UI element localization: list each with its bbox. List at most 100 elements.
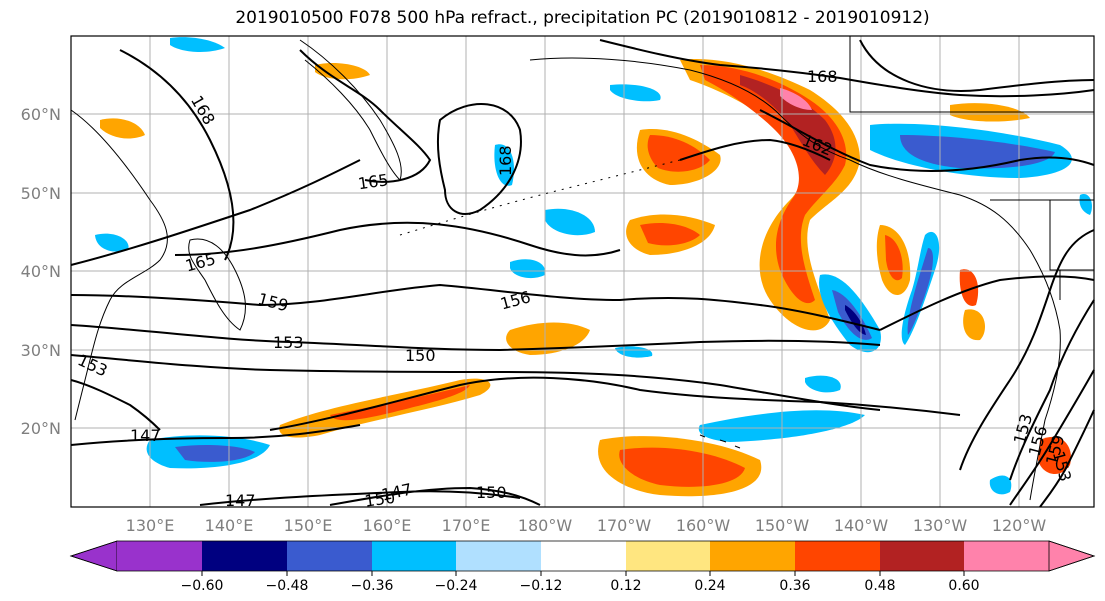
shade-blob-w-neg bbox=[95, 233, 129, 252]
colorbar-segment bbox=[456, 541, 541, 571]
shade-blob-se-neg bbox=[989, 475, 1012, 495]
lon-label: 160°W bbox=[676, 516, 731, 535]
latitude-labels: 60°N 50°N 40°N 30°N 20°N bbox=[21, 105, 61, 438]
contour-line bbox=[269, 376, 961, 431]
contour-line bbox=[70, 324, 881, 352]
contour-label: 150 bbox=[476, 483, 507, 502]
shade-blob-n-neg1 bbox=[170, 37, 225, 52]
contour-line bbox=[199, 490, 521, 506]
colorbar: −0.60 −0.48 −0.36 −0.24 −0.12 0.12 0.24 … bbox=[69, 540, 1096, 594]
colorbar-segment bbox=[372, 541, 456, 571]
colorbar-tick-label: 0.12 bbox=[610, 578, 641, 594]
colorbar-tick-label: −0.60 bbox=[181, 578, 224, 594]
contour-labels: 168 168 168 165 165 162 159 156 153 153 … bbox=[75, 67, 1075, 511]
contour-line bbox=[959, 229, 1095, 471]
colorbar-tick-label: 0.60 bbox=[948, 578, 979, 594]
contour-line bbox=[859, 39, 1095, 92]
colorbar-segment bbox=[880, 541, 964, 571]
contour-line bbox=[70, 379, 161, 431]
contour-line bbox=[70, 159, 361, 266]
shade-blob-n1 bbox=[315, 63, 370, 80]
contour-label: 168 bbox=[496, 145, 515, 176]
lat-label: 20°N bbox=[21, 419, 61, 438]
lat-label: 30°N bbox=[21, 341, 61, 360]
colorbar-outline bbox=[69, 540, 1096, 572]
lon-label: 130°W bbox=[913, 516, 968, 535]
coast-asia-mainland bbox=[70, 109, 168, 421]
contour-line bbox=[436, 103, 522, 215]
longitude-labels: 130°E 140°E 150°E 160°E 170°E 180°W 170°… bbox=[126, 516, 1047, 535]
colorbar-segment bbox=[117, 541, 202, 571]
contour-line bbox=[599, 39, 1095, 98]
coast-hawaii bbox=[699, 434, 741, 449]
lon-label: 130°E bbox=[126, 516, 175, 535]
figure-title: 2019010500 F078 500 hPa refract., precip… bbox=[235, 8, 930, 28]
shade-blob-sw-band-dark bbox=[330, 385, 470, 421]
colorbar-extend-low bbox=[69, 540, 118, 572]
contour-line bbox=[759, 109, 1095, 172]
lon-label: 160°E bbox=[363, 516, 412, 535]
lat-label: 40°N bbox=[21, 262, 61, 281]
lon-label: 150°W bbox=[755, 516, 810, 535]
refractivity-contours bbox=[70, 39, 1095, 508]
contour-label: 150 bbox=[363, 488, 396, 511]
contour-line bbox=[70, 283, 881, 331]
shade-blob-center-neg bbox=[510, 259, 546, 279]
shade-blob-ne-cyan bbox=[1079, 194, 1092, 215]
colorbar-tick-label: 0.36 bbox=[779, 578, 810, 594]
colorbar-segment bbox=[964, 541, 1049, 571]
contour-label: 150 bbox=[405, 346, 436, 365]
shade-blob-east3 bbox=[963, 309, 985, 341]
colorbar-tick-label: −0.24 bbox=[435, 578, 478, 594]
contour-line bbox=[879, 275, 1095, 331]
colorbar-tick-label: 0.48 bbox=[864, 578, 895, 594]
contour-label: 168 bbox=[807, 67, 838, 86]
shade-blob-alaska-max bbox=[780, 88, 812, 110]
colorbar-tick-label: −0.36 bbox=[351, 578, 394, 594]
shade-blob-n-neg4 bbox=[610, 84, 661, 102]
colorbar-segment bbox=[795, 541, 880, 571]
colorbar-segment bbox=[202, 541, 287, 571]
contour-line bbox=[299, 49, 432, 183]
coast-alaska bbox=[529, 57, 851, 161]
lat-label: 60°N bbox=[21, 105, 61, 124]
coastlines bbox=[70, 36, 1094, 501]
lon-label: 180°W bbox=[518, 516, 573, 535]
colorbar-tick-label: 0.24 bbox=[694, 578, 725, 594]
lon-label: 120°W bbox=[992, 516, 1047, 535]
shade-blob-sw-neg-dark bbox=[175, 444, 255, 462]
shade-blob-hi-neg2 bbox=[805, 375, 841, 393]
shade-blob-midpac-dark bbox=[640, 223, 700, 246]
contour-line bbox=[1039, 409, 1095, 508]
coast-na-west bbox=[849, 159, 1061, 501]
contour-line bbox=[70, 424, 361, 446]
lon-label: 170°W bbox=[597, 516, 652, 535]
lon-label: 170°E bbox=[442, 516, 491, 535]
shade-blob-hawaii-dark bbox=[619, 447, 745, 487]
colorbar-tick-label: −0.48 bbox=[266, 578, 309, 594]
colorbar-segment bbox=[287, 541, 372, 571]
colorbar-tick-label: −0.12 bbox=[520, 578, 563, 594]
colorbar-segment bbox=[626, 541, 710, 571]
contour-line bbox=[70, 354, 881, 411]
lon-label: 140°W bbox=[834, 516, 889, 535]
contour-label: 165 bbox=[357, 170, 390, 193]
contour-line bbox=[1009, 369, 1095, 506]
border-states bbox=[1049, 200, 1094, 300]
map-frame bbox=[70, 35, 1095, 508]
colorbar-extend-high bbox=[1048, 540, 1096, 572]
graticule bbox=[71, 36, 1094, 507]
contour-label: 147 bbox=[130, 426, 161, 445]
shade-blob-n-neg2 bbox=[545, 208, 595, 236]
contour-label: 147 bbox=[225, 491, 256, 510]
shade-blob-se bbox=[1038, 436, 1071, 475]
contour-line bbox=[329, 486, 541, 506]
colorbar-segment bbox=[710, 541, 795, 571]
shade-blob-east1-dark bbox=[885, 235, 903, 281]
shade-blob-gulf-dark bbox=[647, 135, 710, 172]
contour-line bbox=[1009, 299, 1095, 481]
contour-line bbox=[119, 49, 235, 261]
lat-label: 50°N bbox=[21, 184, 61, 203]
lon-label: 150°E bbox=[284, 516, 333, 535]
